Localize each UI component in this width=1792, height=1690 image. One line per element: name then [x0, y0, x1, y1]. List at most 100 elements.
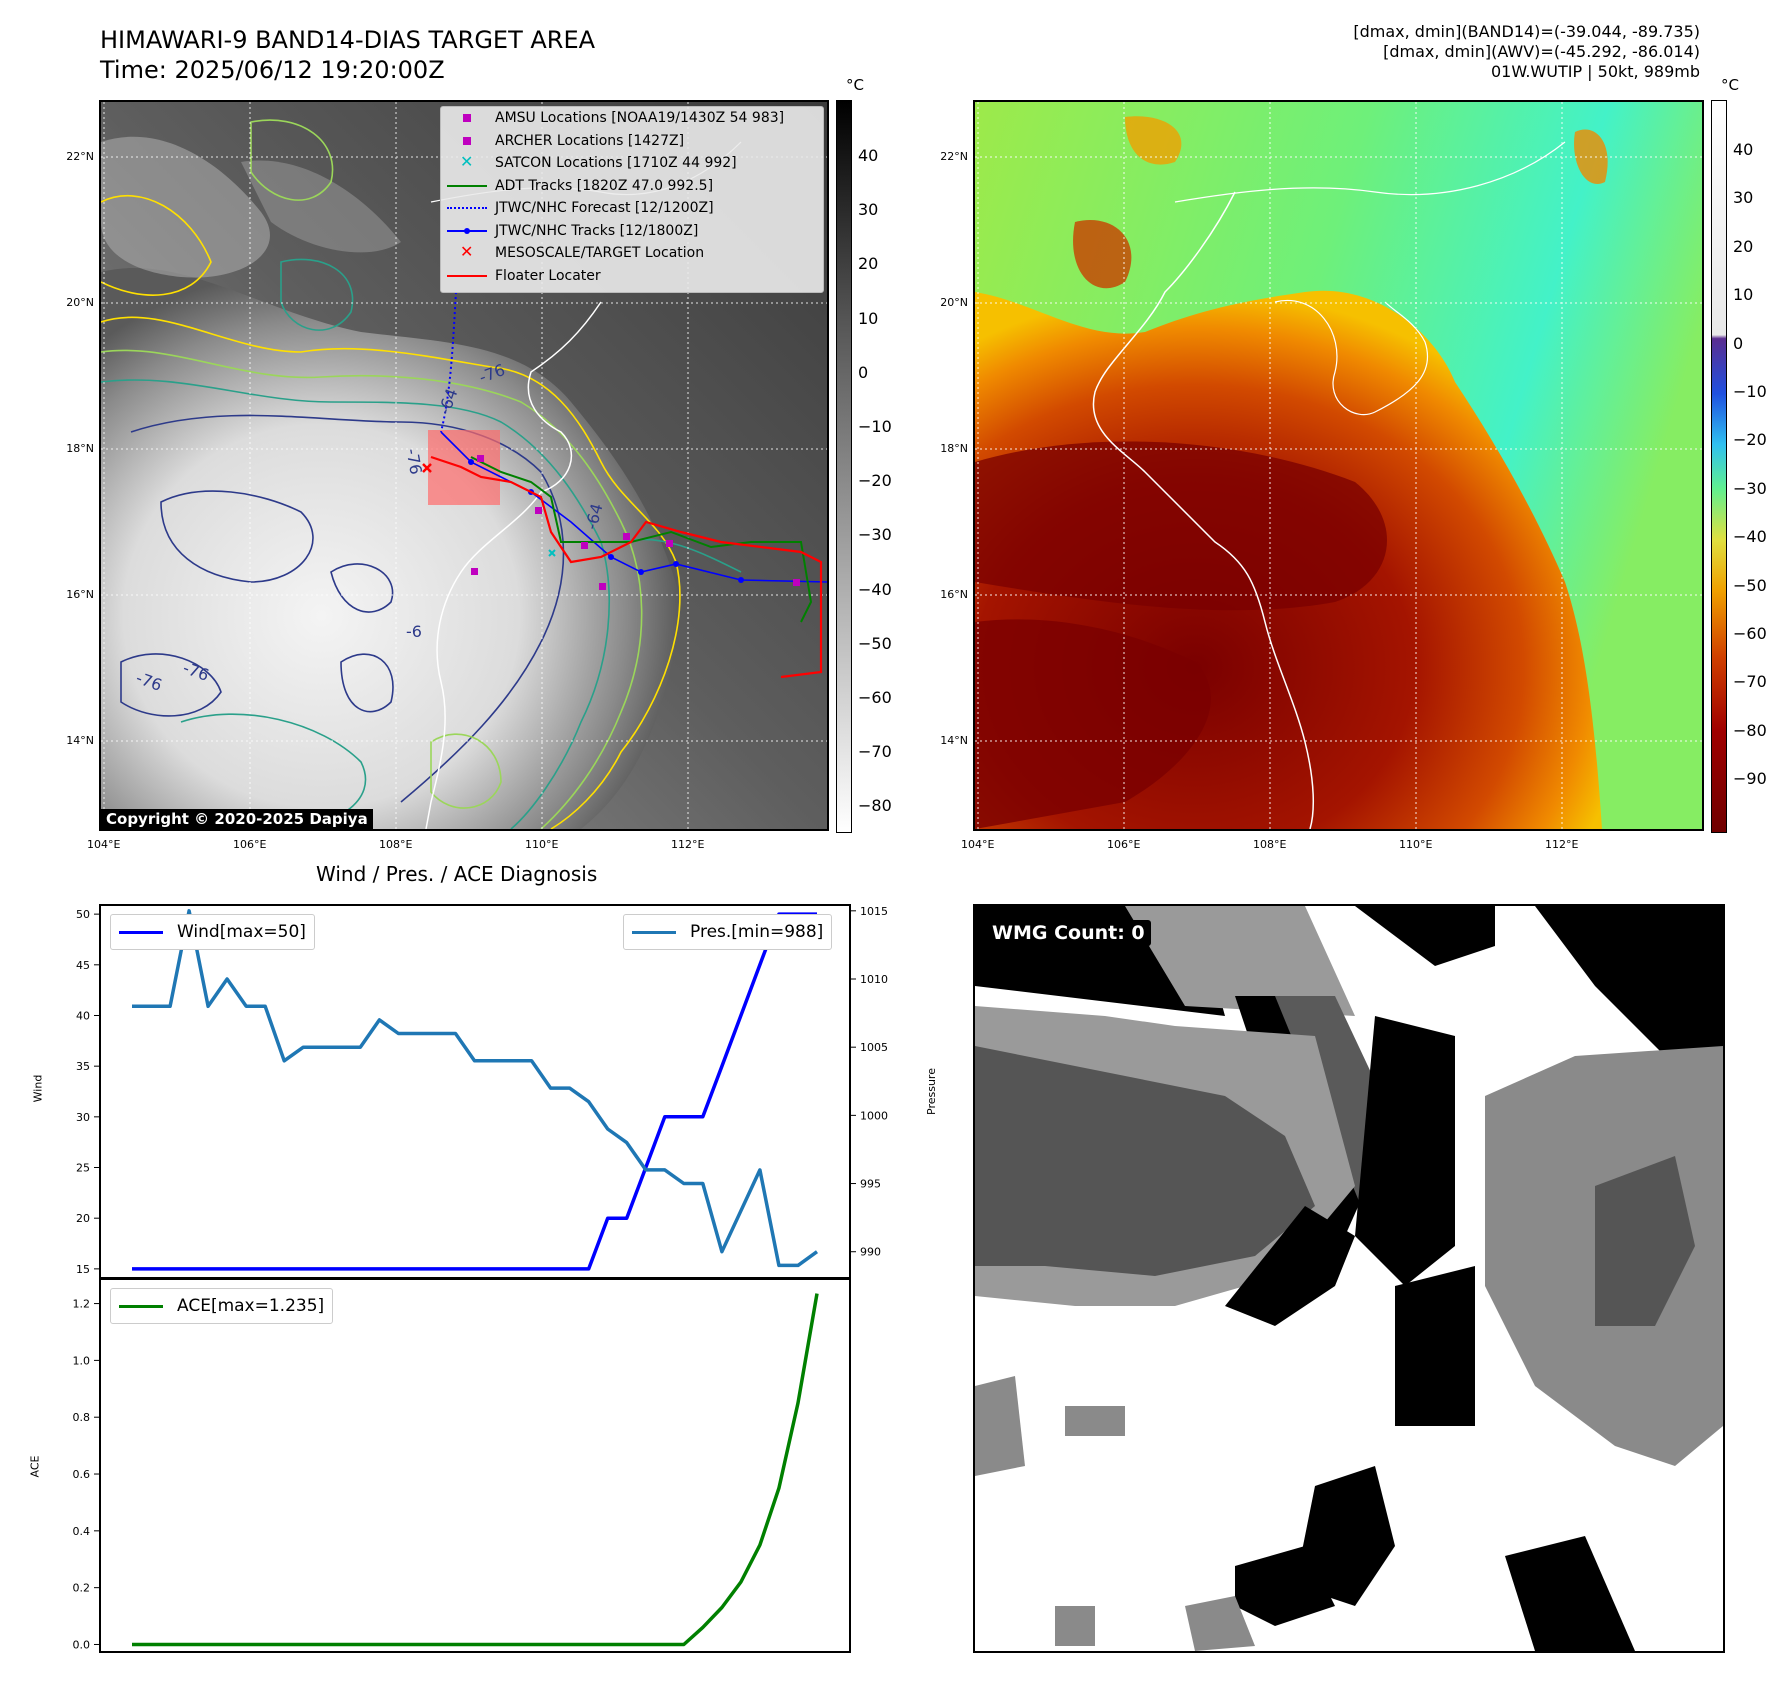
ace-legend: ACE[max=1.235]: [110, 1288, 334, 1324]
y-tick-label: 30: [76, 1111, 90, 1124]
map-legend: AMSU Locations [NOAA19/1430Z 54 983] ARCH…: [440, 106, 824, 293]
y-tick-label: 0.8: [73, 1411, 91, 1424]
info-line-3: 01W.WUTIP | 50kt, 989mb: [1490, 62, 1700, 81]
awv-colorbar: [1711, 100, 1727, 833]
map-axis-tick-label: 16°N: [66, 588, 94, 601]
figure-title: HIMAWARI-9 BAND14-DIAS TARGET AREA: [100, 26, 596, 54]
colorbar-tick-label: −70: [1733, 672, 1767, 692]
series-line: [132, 1293, 819, 1647]
pressure-legend-swatch: [632, 930, 676, 934]
series-line: [132, 912, 817, 1271]
awv-colorbar-unit: °C: [1721, 76, 1739, 94]
map-axis-tick-label: 108°E: [379, 838, 413, 851]
map-axis-tick-label: 106°E: [1107, 838, 1141, 851]
y-tick-label: 0.2: [73, 1582, 91, 1595]
wind-pressure-chart: 50 45 40 35 30 25 20 15 1015 1010 1005 1000 995 990: [76, 904, 888, 1279]
colorbar-tick-label: 30: [1733, 188, 1754, 208]
legend-item: Floater Locater: [441, 265, 823, 288]
band14-colorbar-unit: °C: [846, 76, 864, 94]
y-tick-label: 15: [76, 1263, 90, 1276]
wmg-panel: WMG Count: 0: [973, 904, 1725, 1653]
colorbar-tick-label: −30: [1733, 478, 1767, 498]
colorbar-tick-label: 20: [858, 254, 879, 274]
figure-time: Time: 2025/06/12 19:20:00Z: [100, 56, 445, 84]
y2-tick-label: 1015: [860, 905, 888, 918]
chart-frame: [99, 1278, 851, 1653]
y2-tick-label: 1010: [860, 973, 888, 986]
colorbar-tick-label: −90: [1733, 769, 1767, 789]
legend-label: AMSU Locations [NOAA19/1430Z 54 983]: [495, 110, 785, 127]
y-tick-label: 0.4: [73, 1525, 91, 1538]
y-tick-label: 40: [76, 1009, 90, 1022]
legend-symbol-x: ✕: [460, 242, 474, 262]
map-axis-tick-label: 14°N: [940, 734, 968, 747]
colorbar-tick-label: −80: [858, 796, 892, 816]
legend-label: Floater Locater: [495, 267, 601, 284]
y-tick-label: 1.0: [73, 1354, 91, 1367]
colorbar-tick-label: −60: [1733, 624, 1767, 643]
legend-label: ARCHER Locations [1427Z]: [495, 132, 685, 149]
legend-symbol-square: [447, 111, 487, 125]
legend-label: JTWC/NHC Tracks [12/1800Z]: [495, 222, 699, 239]
wind-legend-label: Wind[max=50]: [177, 922, 306, 942]
y-tick-label: 20: [76, 1212, 90, 1225]
legend-item: JTWC/NHC Forecast [12/1200Z]: [441, 197, 823, 220]
legend-symbol-line-dot: [447, 224, 487, 238]
wind-legend-swatch: [119, 930, 163, 934]
y2-tick-label: 990: [860, 1246, 881, 1259]
legend-symbol-x: ✕: [460, 152, 474, 172]
band14-colorbar: [836, 100, 852, 833]
map-axis-tick-label: 110°E: [525, 838, 559, 851]
colorbar-tick-label: −60: [858, 688, 892, 707]
colorbar-tick-label: −30: [858, 525, 892, 545]
pressure-legend: Pres.[min=988]: [623, 914, 833, 950]
legend-item: ✕ MESOSCALE/TARGET Location: [441, 242, 823, 265]
ace-axis-label: ACE: [28, 1455, 42, 1478]
wind-legend: Wind[max=50]: [110, 914, 315, 950]
y-tick-label: 35: [76, 1060, 90, 1073]
colorbar-tick-label: −20: [1733, 430, 1767, 450]
band14-map-panel: -76 -64 -76 -64 -76 -76 -6 AMSU Location…: [99, 100, 829, 831]
legend-item: JTWC/NHC Tracks [12/1800Z]: [441, 220, 823, 243]
colorbar-tick-label: −40: [1733, 527, 1767, 547]
awv-map-image: [975, 102, 1702, 829]
y2-tick-label: 1000: [860, 1109, 888, 1122]
series-line: [132, 909, 819, 1268]
map-axis-tick-label: 20°N: [66, 296, 94, 309]
colorbar-tick-label: 30: [858, 200, 879, 220]
map-axis-tick-label: 108°E: [1253, 838, 1287, 851]
ace-legend-swatch: [119, 1304, 163, 1308]
colorbar-tick-label: 0: [1733, 333, 1744, 353]
y-tick-label: 0.6: [73, 1468, 91, 1481]
ace-chart: 1.2 1.0 0.8 0.6 0.4 0.2 0.0: [73, 1278, 851, 1653]
ace-legend-label: ACE[max=1.235]: [177, 1296, 325, 1316]
wind-axis-label: Wind: [31, 1074, 45, 1103]
colorbar-tick-label: 10: [1733, 285, 1754, 305]
map-axis-tick-label: 18°N: [66, 442, 94, 455]
colorbar-tick-label: −50: [858, 633, 892, 653]
colorbar-tick-label: −10: [1733, 382, 1767, 401]
diagnosis-title: Wind / Pres. / ACE Diagnosis: [316, 862, 598, 886]
y2-tick-label: 1005: [860, 1041, 888, 1054]
copyright-label: Copyright © 2020-2025 Dapiya: [101, 809, 373, 829]
pressure-legend-label: Pres.[min=988]: [690, 922, 824, 942]
colorbar-tick-label: 10: [858, 308, 879, 328]
y-tick-label: 45: [76, 959, 90, 972]
legend-symbol-line: [447, 179, 487, 193]
info-line-1: [dmax, dmin](BAND14)=(-39.044, -89.735): [1353, 22, 1700, 41]
colorbar-tick-label: −40: [858, 579, 892, 599]
y2-tick-label: 995: [860, 1178, 881, 1191]
map-axis-tick-label: 104°E: [87, 838, 121, 851]
legend-item: AMSU Locations [NOAA19/1430Z 54 983]: [441, 107, 823, 130]
legend-item: ARCHER Locations [1427Z]: [441, 130, 823, 153]
wmg-count-label: WMG Count: 0: [986, 920, 1151, 946]
map-axis-tick-label: 20°N: [940, 296, 968, 309]
y-tick-label: 50: [76, 908, 90, 921]
y-tick-label: 0.0: [73, 1638, 91, 1651]
legend-label: JTWC/NHC Forecast [12/1200Z]: [495, 200, 714, 217]
colorbar-tick-label: 0: [858, 362, 869, 382]
pressure-axis-label: Pressure: [924, 1068, 938, 1115]
y-tick-label: 25: [76, 1162, 90, 1175]
legend-symbol-square: [447, 134, 487, 148]
map-axis-tick-label: 18°N: [940, 442, 968, 455]
